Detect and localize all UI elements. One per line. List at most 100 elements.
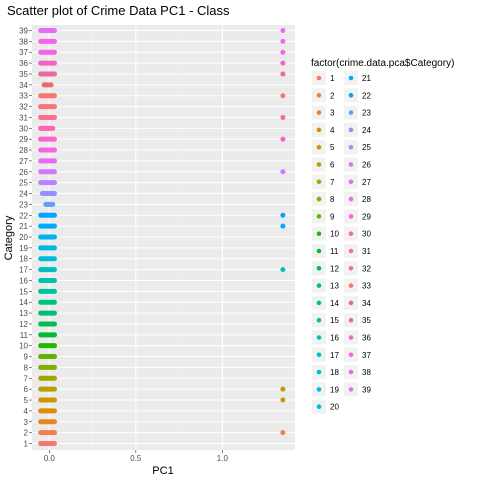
legend-label-28: 28: [362, 195, 371, 204]
data-point-38: [280, 38, 286, 44]
y-tick-label: 27: [19, 157, 28, 166]
legend-dot-3: [316, 110, 322, 115]
legend-dot-20: [316, 404, 322, 410]
y-tick-label: 14: [19, 298, 28, 307]
legend-dot-9: [316, 214, 322, 219]
data-band-24: [39, 191, 57, 197]
data-point-5: [280, 397, 286, 403]
legend-dot-21: [348, 75, 354, 81]
y-tick-label: 1: [24, 440, 29, 449]
y-tick-label: 9: [24, 353, 29, 362]
legend-dot-7: [316, 179, 322, 185]
legend-label-8: 8: [330, 195, 335, 204]
data-band-22: [38, 212, 57, 218]
data-band-7: [38, 375, 57, 381]
data-point-26: [280, 169, 286, 175]
data-point-35: [280, 71, 286, 77]
legend-dot-30: [348, 231, 354, 236]
data-band-11: [38, 332, 57, 338]
y-tick-label: 10: [19, 342, 28, 351]
data-point-17: [280, 267, 286, 273]
data-band-18: [38, 256, 57, 262]
legend-label-27: 27: [362, 178, 371, 187]
legend-label-7: 7: [330, 178, 335, 187]
legend-dot-39: [348, 387, 354, 392]
legend-dot-38: [348, 369, 354, 375]
legend-label-6: 6: [330, 161, 335, 170]
chart-title: Scatter plot of Crime Data PC1 - Class: [7, 3, 230, 18]
data-band-29: [38, 136, 57, 142]
y-tick-label: 3: [24, 418, 29, 427]
y-tick-label: 17: [19, 266, 28, 275]
data-band-2: [38, 430, 57, 436]
data-band-15: [38, 288, 57, 294]
legend-dot-28: [348, 196, 354, 202]
data-band-34: [41, 82, 54, 88]
y-tick-label: 35: [19, 70, 28, 79]
legend-dot-25: [348, 144, 354, 150]
y-tick-label: 33: [19, 92, 28, 101]
y-tick-label: 18: [19, 255, 28, 264]
legend-dot-12: [316, 266, 322, 271]
data-point-37: [280, 49, 286, 55]
legend-label-5: 5: [330, 143, 335, 152]
legend-label-12: 12: [330, 264, 339, 273]
legend-dot-17: [316, 352, 322, 358]
legend-label-18: 18: [330, 368, 339, 377]
data-band-10: [38, 343, 57, 349]
legend: factor(crime.data.pca$Category) 12345678…: [311, 58, 454, 414]
legend-dot-22: [348, 93, 354, 98]
data-band-1: [38, 441, 57, 446]
y-tick-label: 21: [19, 222, 28, 231]
data-point-31: [280, 114, 286, 120]
y-tick-label: 22: [19, 211, 28, 220]
data-band-26: [38, 169, 57, 175]
y-tick-label: 23: [19, 200, 28, 209]
legend-label-30: 30: [362, 230, 371, 239]
legend-dot-23: [348, 110, 354, 115]
data-band-20: [38, 234, 57, 240]
legend-dot-8: [316, 196, 322, 202]
data-band-25: [38, 180, 57, 186]
x-axis: 0.0 0.5 1.0: [44, 450, 228, 463]
y-tick-label: 2: [24, 429, 29, 438]
data-point-2: [280, 430, 286, 436]
data-band-9: [38, 354, 57, 360]
y-tick-label: 25: [19, 179, 28, 188]
data-band-8: [38, 364, 57, 370]
legend-dot-36: [348, 335, 354, 340]
y-tick-label: 26: [19, 168, 28, 177]
data-band-38: [38, 38, 57, 44]
legend-label-22: 22: [362, 91, 371, 100]
data-band-21: [38, 223, 57, 229]
y-tick-label: 39: [19, 27, 28, 36]
legend-dot-10: [316, 231, 322, 236]
legend-label-17: 17: [330, 351, 339, 360]
legend-label-1: 1: [330, 74, 335, 83]
y-tick-label: 32: [19, 103, 28, 112]
legend-dot-27: [348, 179, 354, 185]
legend-label-14: 14: [330, 299, 339, 308]
legend-label-29: 29: [362, 212, 371, 221]
data-point-39: [280, 28, 286, 33]
data-band-39: [38, 28, 57, 33]
y-tick-label: 37: [19, 48, 28, 57]
legend-dot-14: [316, 300, 322, 306]
y-tick-label: 29: [19, 135, 28, 144]
y-axis-title: Category: [3, 215, 15, 260]
y-tick-label: 30: [19, 124, 28, 133]
legend-label-33: 33: [362, 282, 371, 291]
y-tick-label: 13: [19, 309, 28, 318]
y-tick-label: 20: [19, 233, 28, 242]
x-tick-label: 0.0: [44, 454, 56, 463]
legend-label-38: 38: [362, 368, 371, 377]
legend-label-31: 31: [362, 247, 371, 256]
y-tick-label: 5: [24, 396, 29, 405]
legend-dot-29: [348, 214, 354, 219]
legend-dot-6: [316, 162, 322, 167]
legend-label-36: 36: [362, 334, 371, 343]
data-band-37: [38, 49, 57, 55]
y-tick-label: 6: [24, 385, 29, 394]
data-band-28: [38, 147, 57, 153]
data-band-35: [38, 71, 57, 77]
